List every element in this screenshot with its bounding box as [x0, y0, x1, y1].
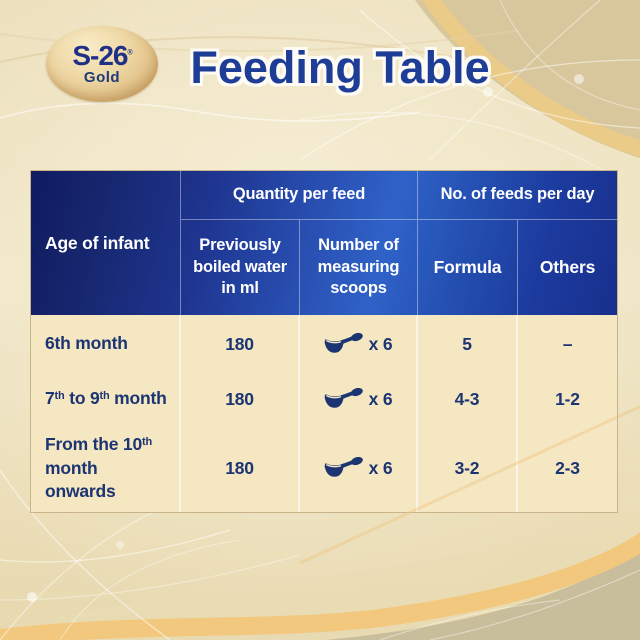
header-formula: Formula: [418, 220, 518, 315]
row-scoops: x 6: [300, 315, 418, 373]
trademark-symbol: ®: [127, 49, 132, 57]
logo-sub-text: Gold: [83, 68, 121, 86]
row-water: 180: [181, 373, 300, 425]
row-other-feeds: 2-3: [555, 458, 580, 478]
header-age-of-infant: Age of infant: [31, 171, 181, 315]
age-text: From the 10th month onwards: [45, 434, 152, 502]
header-measuring-scoops: Number of measuring scoops: [300, 220, 418, 315]
feeding-table: Age of infant Quantity per feed No. of f…: [30, 170, 618, 513]
measuring-scoop-icon: [324, 332, 363, 353]
row-formula-feeds: 5: [418, 315, 518, 373]
header-boiled-water: Previously boiled water in ml: [181, 220, 300, 315]
row-water: 180: [181, 315, 300, 373]
s26-gold-logo: S-26® Gold: [46, 26, 158, 102]
age-text: 7th to 9th month: [45, 388, 167, 409]
row-water: 180: [181, 425, 300, 512]
header-quantity-per-feed: Quantity per feed: [181, 171, 418, 220]
row-age: 6th month: [31, 315, 181, 373]
page-title: Feeding Table: [190, 42, 490, 93]
scoop-count-label: x 6: [368, 458, 393, 478]
row-scoops: x 6: [300, 373, 418, 425]
row-other-feeds: –: [562, 333, 573, 354]
age-text: 6th month: [45, 333, 128, 354]
measuring-scoop-icon: [324, 387, 363, 408]
row-formula-feeds: 3-2: [418, 425, 518, 512]
measuring-scoop-icon: [324, 457, 363, 477]
row-age: From the 10th month onwards: [31, 425, 181, 512]
header-others: Others: [539, 257, 596, 278]
row-age: 7th to 9th month: [31, 373, 181, 425]
logo-brand-text: S-26®: [72, 40, 132, 72]
scoop-count-label: x 6: [368, 388, 393, 409]
row-formula-feeds: 4-3: [418, 373, 518, 425]
table-header: Age of infant Quantity per feed No. of f…: [31, 171, 617, 315]
row-other-feeds: 1-2: [555, 388, 580, 409]
scoop-count-label: x 6: [368, 333, 393, 354]
header-feeds-per-day: No. of feeds per day: [418, 171, 617, 220]
row-scoops: x 6: [300, 425, 418, 512]
table-body: 6th month 180 x 6 5 – 7th to 9th month 1…: [31, 315, 617, 512]
